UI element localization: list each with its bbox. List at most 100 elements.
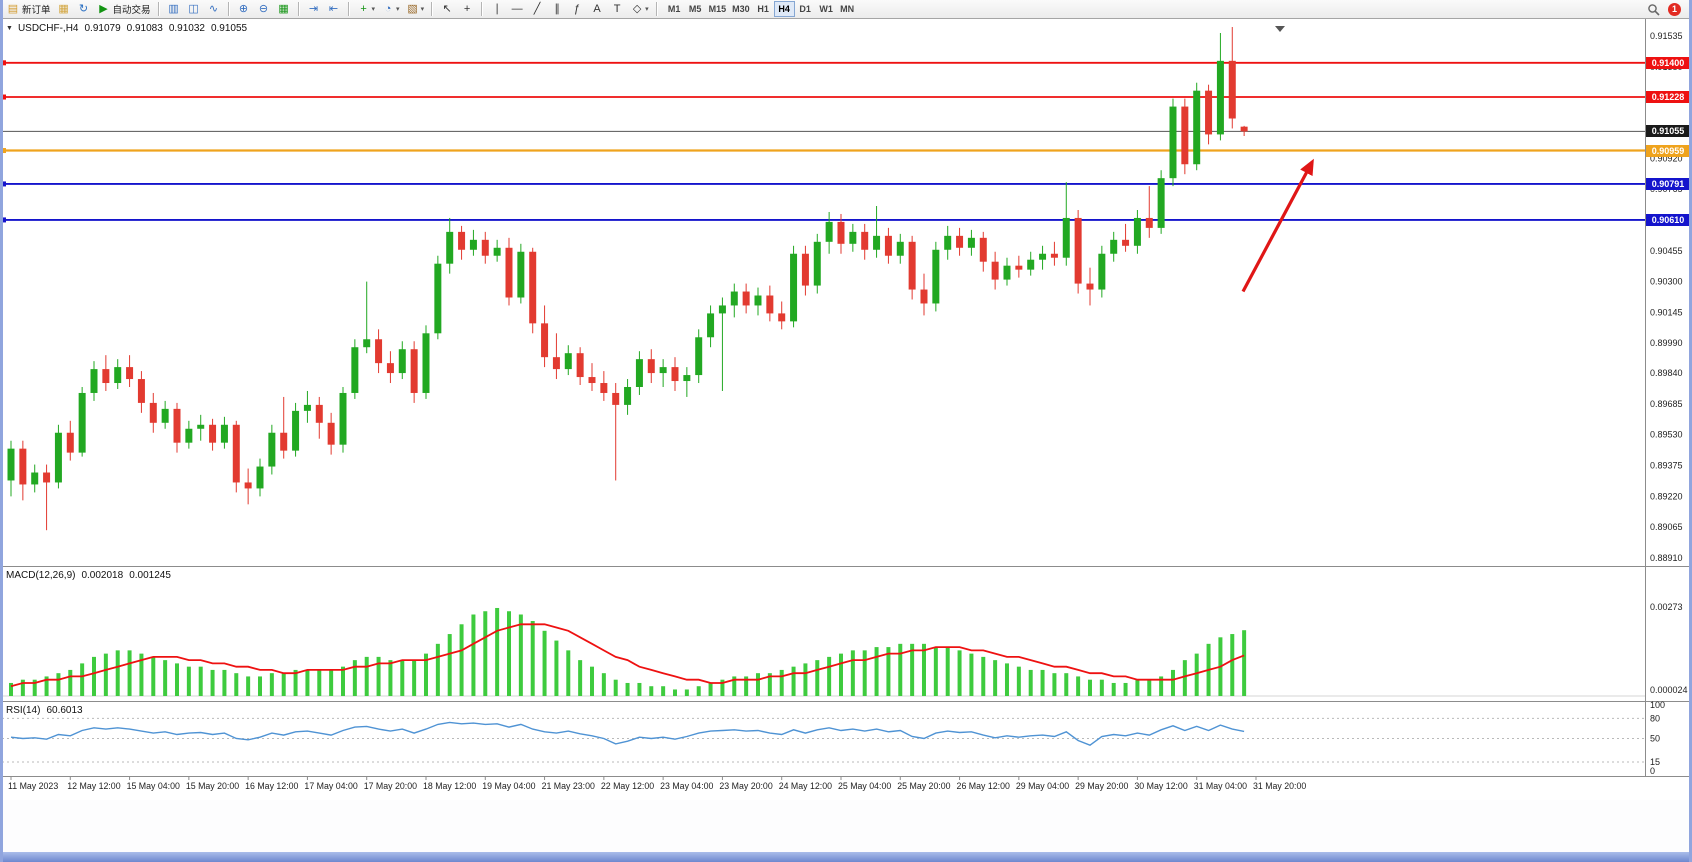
macd-bar bbox=[1076, 676, 1081, 696]
candle-body bbox=[766, 295, 774, 314]
price-tick-label: 0.89065 bbox=[1650, 522, 1683, 532]
macd-bar bbox=[838, 653, 843, 696]
time-tick-label: 29 May 20:00 bbox=[1075, 781, 1128, 791]
price-badge-0.91055: 0.91055 bbox=[1646, 125, 1690, 138]
macd-bar bbox=[459, 624, 464, 696]
window-left-frame bbox=[0, 0, 3, 862]
candle-body bbox=[1216, 60, 1224, 135]
candle-body bbox=[1169, 106, 1177, 179]
candle-body bbox=[552, 357, 560, 370]
timeframe-mn-button[interactable]: MN bbox=[837, 1, 858, 17]
chart-canvas[interactable]: 0.915350.913800.912250.910700.909200.907… bbox=[0, 19, 1692, 800]
price-axis[interactable]: 0.915350.913800.912250.910700.909200.907… bbox=[1650, 31, 1688, 776]
periods-button[interactable]: ◔ ▾ bbox=[378, 1, 403, 18]
macd-bar bbox=[1182, 660, 1187, 696]
timeframe-h1-button[interactable]: H1 bbox=[753, 1, 774, 17]
macd-bar bbox=[412, 660, 417, 696]
macd-bar bbox=[163, 660, 168, 696]
timeframe-m5-button[interactable]: M5 bbox=[685, 1, 706, 17]
time-axis[interactable]: 11 May 2023 12 May 12:00 15 May 04:00 15 Ma… bbox=[8, 776, 1306, 792]
line-anchor[interactable] bbox=[1, 94, 6, 100]
crosshair-button[interactable]: + bbox=[457, 1, 477, 18]
macd-signal-value: 0.001245 bbox=[129, 570, 171, 581]
chart-window[interactable]: 0.915350.913800.912250.910700.909200.907… bbox=[0, 19, 1692, 800]
zoom-out-button[interactable]: ⊖ bbox=[254, 1, 274, 18]
channel-button[interactable]: ∥ bbox=[547, 1, 567, 18]
price-tick-label: 0.89990 bbox=[1650, 338, 1683, 348]
chart-shift-marker[interactable] bbox=[1275, 26, 1285, 32]
candle-body bbox=[1228, 60, 1236, 119]
templates-button[interactable]: ▧ ▾ bbox=[403, 1, 428, 18]
notification-badge[interactable]: 1 bbox=[1668, 2, 1681, 16]
line-anchor[interactable] bbox=[1, 148, 6, 154]
price-tick-label: 0.91535 bbox=[1650, 31, 1683, 41]
vertical-line-button[interactable]: ∣ bbox=[487, 1, 507, 18]
price-tick-label: 0.90145 bbox=[1650, 307, 1683, 317]
auto-trading-button[interactable]: ▶ 自动交易 bbox=[94, 1, 154, 18]
macd-bar bbox=[779, 669, 784, 696]
text-button[interactable]: A bbox=[587, 1, 607, 18]
shapes-button[interactable]: ◇ ▾ bbox=[627, 1, 652, 18]
macd-bar bbox=[684, 689, 689, 696]
timeframe-d1-button[interactable]: D1 bbox=[795, 1, 816, 17]
horizontal-line-button[interactable]: ― bbox=[507, 1, 527, 18]
macd-bar bbox=[139, 653, 144, 696]
macd-panel-label: MACD(12,26,9) 0.002018 0.001245 bbox=[6, 570, 171, 581]
macd-bar bbox=[471, 614, 476, 696]
fibonacci-button[interactable]: ƒ bbox=[567, 1, 587, 18]
time-tick-label: 12 May 12:00 bbox=[67, 781, 120, 791]
timeframe-w1-button[interactable]: W1 bbox=[816, 1, 837, 17]
trendline-button[interactable]: ╱ bbox=[527, 1, 547, 18]
rsi-layer bbox=[10, 721, 1245, 746]
candlestick-chart-icon: ◫ bbox=[188, 2, 199, 15]
indicators-icon: + bbox=[360, 2, 367, 15]
macd-bar bbox=[352, 660, 357, 696]
cursor-button[interactable]: ↖ bbox=[437, 1, 457, 18]
bar-chart-button[interactable]: ▥ bbox=[164, 1, 184, 18]
macd-bar bbox=[625, 682, 630, 696]
chart-shift-button[interactable]: ⇤ bbox=[324, 1, 344, 18]
candle-body bbox=[185, 428, 193, 443]
line-anchor[interactable] bbox=[1, 217, 6, 223]
macd-bar bbox=[708, 682, 713, 696]
macd-bar bbox=[957, 650, 962, 696]
macd-bar bbox=[969, 653, 974, 696]
line-anchor[interactable] bbox=[1, 181, 6, 187]
trendline-icon: ╱ bbox=[533, 2, 541, 15]
tile-windows-button[interactable]: ▦ bbox=[274, 1, 294, 18]
candle-body bbox=[1240, 126, 1248, 132]
indicators-button[interactable]: + ▾ bbox=[354, 1, 379, 18]
line-chart-button[interactable]: ∿ bbox=[204, 1, 224, 18]
candle-body bbox=[1205, 90, 1213, 135]
symbol-dropdown-icon[interactable]: ▼ bbox=[6, 25, 13, 32]
candle-body bbox=[315, 404, 323, 423]
search-button[interactable] bbox=[1644, 1, 1664, 18]
macd-bar bbox=[637, 682, 642, 696]
time-tick-label: 21 May 23:00 bbox=[542, 781, 595, 791]
candle-body bbox=[837, 221, 845, 244]
trend-arrow[interactable] bbox=[1241, 158, 1314, 293]
new-order-button[interactable]: ▤ 新订单 bbox=[3, 1, 54, 18]
refresh-button[interactable]: ↻ bbox=[74, 1, 94, 18]
zoom-in-button[interactable]: ⊕ bbox=[234, 1, 254, 18]
macd-bar bbox=[1230, 634, 1235, 696]
macd-bar bbox=[601, 673, 606, 696]
candlestick-chart-button[interactable]: ◫ bbox=[184, 1, 204, 18]
text-label-button[interactable]: T bbox=[607, 1, 627, 18]
auto-scroll-button[interactable]: ⇥ bbox=[304, 1, 324, 18]
chart-symbol-period: USDCHF-,H4 bbox=[17, 23, 79, 34]
timeframe-m1-button[interactable]: M1 bbox=[664, 1, 685, 17]
candle-body bbox=[280, 432, 288, 451]
line-anchor[interactable] bbox=[1, 60, 6, 66]
macd-bar bbox=[91, 656, 96, 696]
profiles-button[interactable]: ▦ bbox=[54, 1, 74, 18]
timeframe-h4-button[interactable]: H4 bbox=[773, 1, 795, 17]
timeframe-m15-button[interactable]: M15 bbox=[706, 1, 730, 17]
price-tick-label: 0.89840 bbox=[1650, 368, 1683, 378]
candle-body bbox=[422, 333, 430, 393]
text-label-icon: T bbox=[613, 2, 621, 15]
time-tick-label: 23 May 04:00 bbox=[660, 781, 713, 791]
timeframe-m30-button[interactable]: M30 bbox=[729, 1, 753, 17]
channel-icon: ∥ bbox=[554, 2, 560, 15]
candle-body bbox=[671, 367, 679, 382]
